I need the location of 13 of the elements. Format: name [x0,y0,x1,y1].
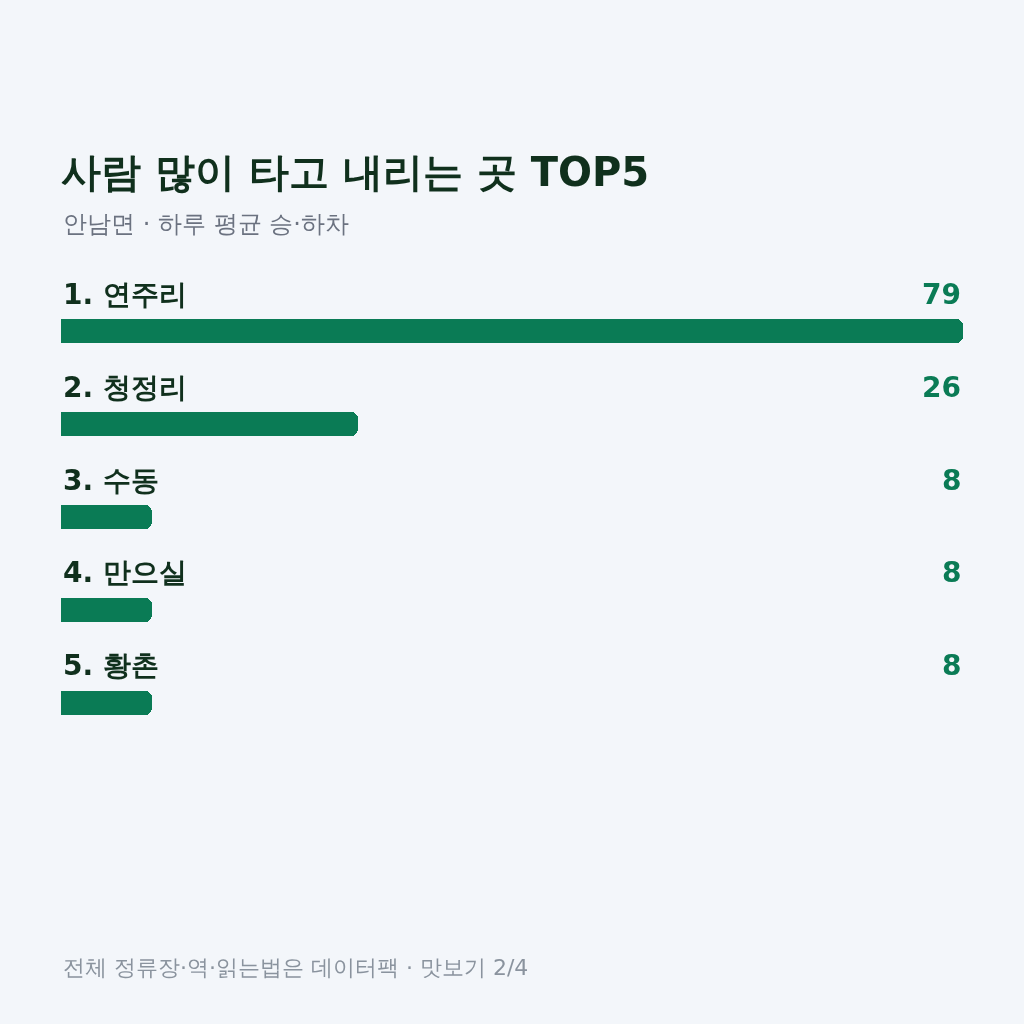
y-tick-label: 1. 연주리 [63,278,187,311]
chart-subtitle: 안남면 · 하루 평균 승·하차 [63,210,349,238]
text: 전체 정류장·역·읽는법은 데이터팩 · 맛보기 2/4 [63,955,529,980]
data-label: 26 [922,371,961,404]
y-tick-label: 2. 청정리 [63,371,187,404]
y-tick-label: 3. 수동 [63,464,159,497]
data-label: 8 [942,649,962,682]
chart-title: 사람 많이 타고 내리는 곳 TOP5 [61,149,650,195]
y-tick-label: 4. 만으실 [63,556,187,589]
data-label: 8 [942,556,962,589]
y-tick-label: 5. 황촌 [63,649,159,682]
data-label: 8 [942,464,962,497]
data-label: 79 [922,278,961,311]
